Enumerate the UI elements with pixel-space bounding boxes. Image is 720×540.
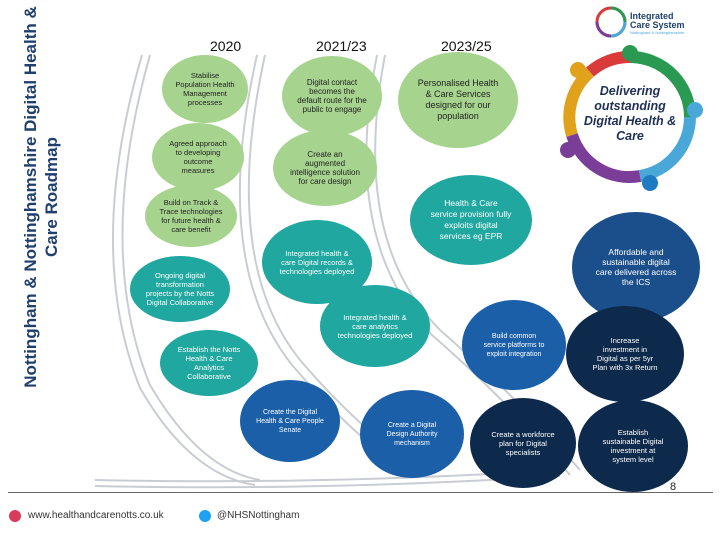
milestone-increase-investment: Increase investment in Digital as per 5y… — [566, 306, 684, 402]
milestone-label: Integrated health & care Digital records… — [279, 248, 355, 276]
road-curve-2 — [112, 54, 256, 486]
twitter-icon — [199, 510, 211, 522]
milestone-label: Establish sustainable Digital investment… — [602, 428, 664, 464]
milestone-label: Create the Digital Health & Care People … — [256, 408, 324, 434]
milestone-label: Create an augmented intelligence solutio… — [290, 150, 360, 186]
milestone-label: Stabilise Population Health Management p… — [175, 71, 235, 107]
year-label-2023-25: 2023/25 — [441, 38, 492, 54]
footer-twitter-link[interactable]: @NHSNottingham — [217, 510, 300, 521]
footer-divider — [8, 492, 713, 493]
milestone-label: Build on Track & Trace technologies for … — [159, 198, 223, 234]
hub-title: Delivering outstanding Digital Health & … — [583, 84, 677, 143]
footer-website-link[interactable]: www.healthandcarenotts.co.uk — [28, 510, 164, 521]
milestone-label: Digital contact becomes the default rout… — [297, 78, 367, 114]
milestone-personalised-services: Personalised Health & Care Services desi… — [398, 52, 518, 148]
milestone-people-senate: Create the Digital Health & Care People … — [240, 380, 340, 462]
milestone-design-authority: Create a Digital Design Authority mechan… — [360, 390, 464, 478]
milestone-label: Integrated health & care analytics techn… — [337, 312, 413, 340]
milestone-outcome-measures: Agreed approach to developing outcome me… — [152, 123, 244, 191]
milestone-affordable-care: Affordable and sustainable digital care … — [572, 212, 700, 322]
milestone-label: Health & Care service provision fully ex… — [430, 198, 512, 241]
hub-ring-icon — [560, 45, 703, 191]
logo-text: Integrated Care System Nottingham & Nott… — [630, 12, 710, 36]
road-curve-1 — [121, 54, 261, 481]
page-number: 8 — [670, 481, 677, 493]
milestone-augmented-intelligence: Create an augmented intelligence solutio… — [273, 130, 377, 206]
page-title: Nottingham & Nottinghamshire Digital Hea… — [21, 6, 61, 388]
milestone-label: Create a Digital Design Authority mechan… — [386, 421, 438, 447]
milestone-track-trace: Build on Track & Trace technologies for … — [145, 185, 237, 247]
milestone-label: Affordable and sustainable digital care … — [595, 247, 677, 287]
milestone-common-platforms: Build common service platforms to exploi… — [462, 300, 566, 390]
year-label-2021-23: 2021/23 — [316, 38, 367, 54]
milestone-label: Agreed approach to developing outcome me… — [169, 139, 227, 175]
milestone-label: Ongoing digital transformation projects … — [145, 271, 215, 307]
milestone-digital-transformation: Ongoing digital transformation projects … — [130, 256, 230, 322]
logo-line-2: Care System — [630, 20, 685, 30]
year-label-2020: 2020 — [210, 38, 242, 54]
logo-line-3: Nottingham & Nottinghamshire — [630, 30, 685, 35]
ics-logo-icon — [595, 6, 627, 38]
milestone-label: Personalised Health & Care Services desi… — [417, 78, 499, 121]
milestone-analytics-technologies: Integrated health & care analytics techn… — [320, 285, 430, 367]
milestone-digital-contact: Digital contact becomes the default rout… — [282, 56, 382, 136]
milestone-label: Build common service platforms to exploi… — [483, 332, 545, 358]
logo-line-1: Integrated — [630, 11, 674, 21]
milestone-workforce-plan: Create a workforce plan for Digital spec… — [470, 398, 576, 488]
milestone-population-health: Stabilise Population Health Management p… — [162, 55, 248, 123]
milestone-label: Establish the Notts Health & Care Analyt… — [177, 345, 241, 381]
milestone-sustainable-investment: Establish sustainable Digital investment… — [578, 400, 688, 492]
milestone-analytics-collaborative: Establish the Notts Health & Care Analyt… — [160, 330, 258, 396]
milestone-label: Create a workforce plan for Digital spec… — [491, 429, 555, 457]
web-icon — [9, 510, 21, 522]
milestone-label: Increase investment in Digital as per 5y… — [592, 336, 658, 372]
milestone-service-provision: Health & Care service provision fully ex… — [410, 175, 532, 265]
